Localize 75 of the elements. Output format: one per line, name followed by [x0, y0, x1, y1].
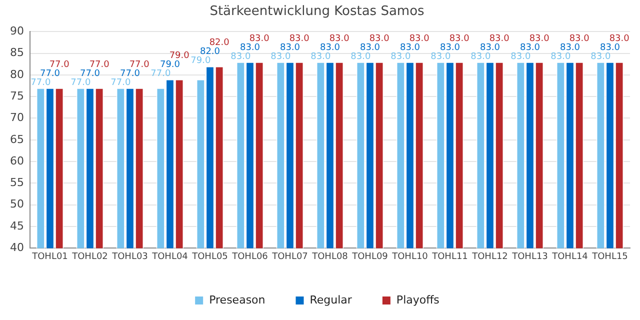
data-label: 83.0 — [440, 42, 460, 53]
legend-label: Regular — [310, 293, 352, 306]
data-label: 83.0 — [529, 34, 550, 44]
data-label: 83.0 — [609, 34, 630, 44]
data-label: 83.0 — [569, 34, 590, 44]
x-tick-label: TOHL10 — [391, 252, 428, 262]
data-label: 77.0 — [110, 78, 131, 88]
data-label: 83.0 — [289, 34, 310, 44]
data-label: 79.0 — [160, 60, 180, 70]
data-label: 83.0 — [430, 52, 451, 62]
data-label: 77.0 — [70, 78, 91, 88]
data-label: 83.0 — [249, 34, 270, 44]
data-label: 77.0 — [89, 60, 110, 70]
y-tick-label: 50 — [10, 198, 24, 211]
data-label: 83.0 — [590, 52, 611, 62]
y-tick-label: 70 — [10, 111, 24, 124]
y-tick-label: 65 — [10, 132, 24, 146]
data-label: 83.0 — [550, 52, 571, 62]
x-tick-label: TOHL15 — [591, 252, 628, 262]
x-tick-label: TOHL14 — [551, 252, 588, 262]
data-label: 83.0 — [489, 34, 510, 44]
legend-label: Playoffs — [396, 293, 440, 306]
x-tick-label: TOHL09 — [351, 252, 388, 262]
data-label: 83.0 — [480, 42, 500, 53]
y-tick-label: 75 — [10, 89, 24, 102]
data-label: 77.0 — [150, 69, 171, 80]
x-tick-label: TOHL02 — [71, 252, 108, 262]
y-tick-label: 45 — [10, 219, 24, 232]
data-label: 83.0 — [329, 34, 350, 44]
data-label: 83.0 — [520, 42, 540, 53]
x-tick-label: TOHL05 — [191, 252, 228, 262]
x-tick-label: TOHL01 — [31, 252, 68, 262]
data-label: 83.0 — [409, 34, 430, 44]
legend-label: Preseason — [209, 293, 266, 306]
data-label: 82.0 — [209, 38, 230, 48]
data-label: 83.0 — [240, 42, 260, 53]
data-label: 82.0 — [200, 47, 220, 58]
data-label: 83.0 — [230, 52, 251, 62]
y-tick-label: 60 — [10, 154, 24, 168]
x-tick-label: TOHL07 — [271, 252, 308, 262]
data-label: 83.0 — [280, 42, 300, 53]
data-label: 83.0 — [369, 34, 390, 44]
data-label: 79.0 — [169, 51, 190, 62]
x-tick-label: TOHL04 — [151, 252, 188, 262]
data-label: 77.0 — [80, 68, 100, 79]
chart-title: Stärkeentwicklung Kostas Samos — [210, 4, 425, 20]
data-label: 77.0 — [129, 60, 150, 70]
data-label: 83.0 — [470, 52, 491, 62]
data-label: 83.0 — [360, 42, 380, 53]
x-tick-label: TOHL11 — [431, 252, 468, 262]
data-label: 83.0 — [320, 42, 340, 53]
data-label: 83.0 — [600, 42, 620, 53]
x-tick-label: TOHL13 — [511, 252, 548, 262]
y-tick-label: 80 — [10, 68, 24, 81]
data-label: 77.0 — [40, 68, 60, 79]
data-label: 83.0 — [510, 52, 531, 62]
y-tick-label: 55 — [10, 176, 24, 190]
data-label: 83.0 — [449, 34, 470, 44]
data-label: 77.0 — [120, 68, 140, 79]
data-label: 83.0 — [310, 52, 331, 62]
x-tick-label: TOHL03 — [111, 252, 148, 262]
x-tick-label: TOHL12 — [471, 252, 508, 262]
y-tick-label: 90 — [10, 24, 24, 38]
y-tick-label: 85 — [10, 46, 24, 60]
data-label: 83.0 — [400, 42, 420, 53]
data-label: 77.0 — [49, 60, 70, 70]
x-tick-label: TOHL06 — [231, 252, 268, 262]
data-label: 83.0 — [560, 42, 580, 53]
data-label: 83.0 — [350, 52, 371, 62]
y-tick-label: 40 — [10, 241, 24, 254]
data-label: 77.0 — [30, 78, 51, 88]
data-label: 83.0 — [270, 52, 291, 62]
x-tick-label: TOHL08 — [311, 252, 348, 262]
data-label: 83.0 — [390, 52, 411, 62]
data-label: 79.0 — [190, 56, 211, 66]
